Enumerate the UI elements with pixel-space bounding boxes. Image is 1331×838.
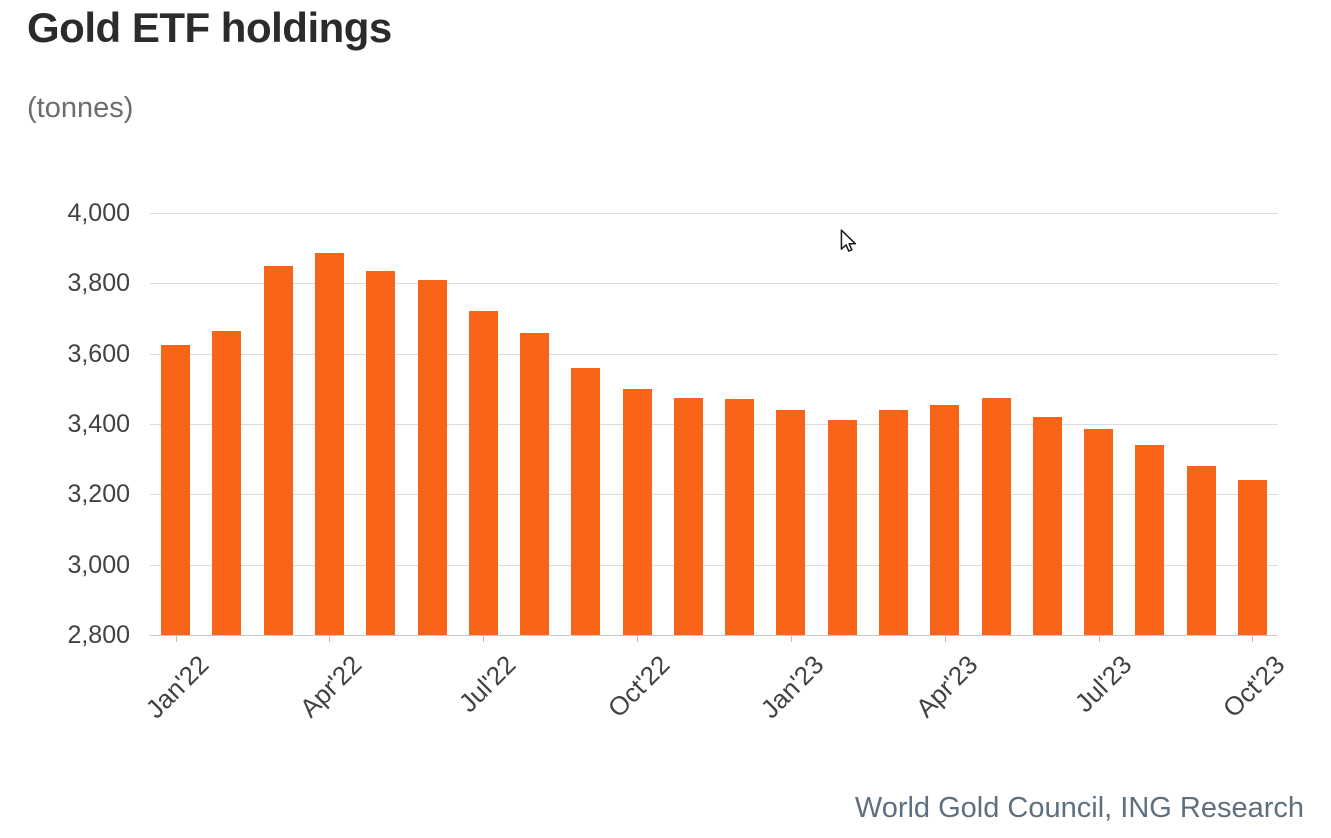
y-tick-label: 3,800 [67,269,130,297]
bar-Sep'22 [571,368,600,635]
x-tick-mark [1099,635,1100,642]
chart-subtitle: (tonnes) [27,92,134,124]
x-tick-label: Oct'23 [1216,649,1291,724]
chart-title: Gold ETF holdings [27,4,392,51]
x-tick-label: Jul'22 [452,649,522,718]
plot-area [150,213,1278,636]
bar-Sep'23 [1187,466,1216,635]
gridline [150,494,1278,495]
bar-Mar'22 [264,266,293,635]
bar-Oct'22 [623,389,652,635]
source-attribution: World Gold Council, ING Research [854,792,1304,824]
bar-Oct'23 [1238,480,1267,635]
bar-Aug'23 [1135,445,1164,635]
x-tick-mark [945,635,946,642]
bar-Feb'23 [828,420,857,635]
bar-Jun'22 [418,280,447,635]
bar-May'22 [366,271,395,635]
y-tick-label: 3,400 [67,410,130,438]
bar-Apr'22 [315,253,344,635]
x-tick-mark [483,635,484,642]
bar-Jul'23 [1084,429,1113,635]
gridline [150,565,1278,566]
y-tick-label: 2,800 [67,621,130,649]
x-tick-label: Jul'23 [1068,649,1138,718]
x-axis-line [150,635,1278,636]
x-tick-mark [176,635,177,642]
gridline [150,354,1278,355]
y-tick-label: 3,600 [67,340,130,368]
bar-Jan'23 [776,410,805,635]
bar-Dec'22 [725,399,754,635]
bar-Jun'23 [1033,417,1062,635]
gridline [150,213,1278,214]
x-tick-label: Apr'22 [293,649,368,724]
bar-Mar'23 [879,410,908,635]
bar-Feb'22 [212,331,241,635]
bar-Nov'22 [674,398,703,635]
gridline [150,424,1278,425]
x-tick-label: Apr'23 [909,649,984,724]
bar-Jul'22 [469,311,498,635]
x-tick-mark [329,635,330,642]
x-tick-label: Jan'23 [754,649,830,725]
bar-Apr'23 [930,405,959,635]
y-tick-label: 4,000 [67,199,130,227]
x-tick-label: Jan'22 [139,649,215,725]
mouse-cursor-icon [840,229,857,252]
x-tick-mark [1252,635,1253,642]
y-tick-label: 3,000 [67,551,130,579]
bar-Aug'22 [520,333,549,635]
x-tick-mark [637,635,638,642]
x-tick-mark [791,635,792,642]
bar-May'23 [982,398,1011,635]
y-tick-label: 3,200 [67,480,130,508]
x-tick-label: Oct'22 [601,649,676,724]
bar-Jan'22 [161,345,190,635]
gridline [150,283,1278,284]
